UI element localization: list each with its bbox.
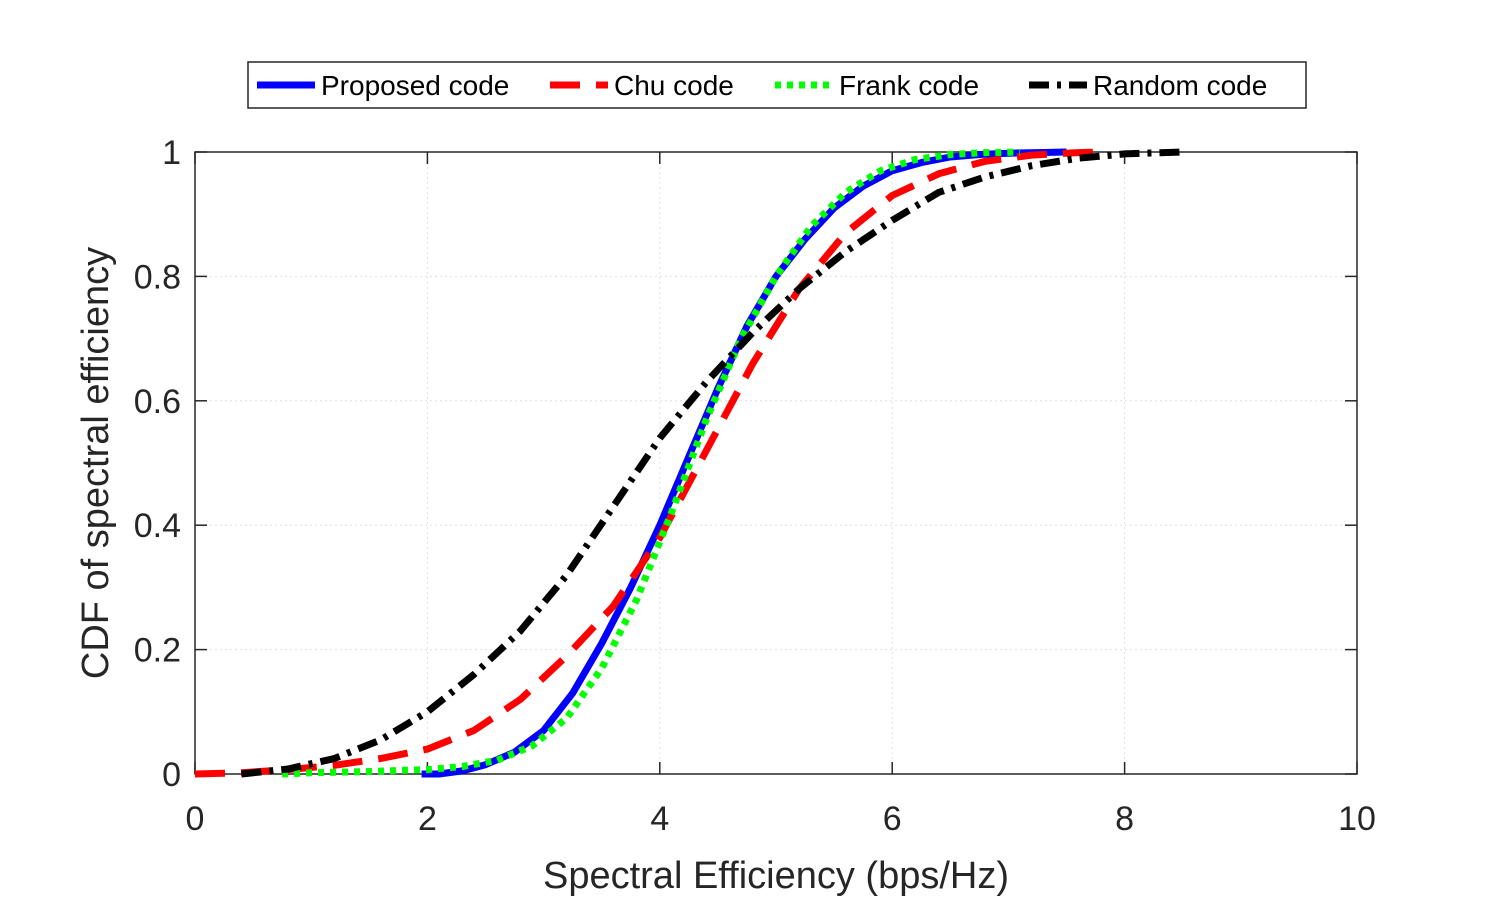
y-tick-label: 1 [162, 134, 181, 172]
y-axis-label: CDF of spectral efficiency [75, 247, 117, 679]
legend-label-0: Proposed code [321, 70, 509, 101]
x-tick-label: 0 [186, 800, 205, 838]
x-tick-label: 6 [883, 800, 902, 838]
x-axis-ticks: 0 2 4 6 8 10 [186, 152, 1376, 838]
series-lines [194, 148, 1183, 778]
y-tick-label: 0.4 [134, 507, 181, 545]
series-line-2 [281, 148, 1021, 778]
plot-area-frame [194, 151, 1358, 775]
x-tick-label: 2 [418, 800, 437, 838]
legend-label-2: Frank code [839, 70, 979, 101]
legend: Proposed code Chu code Frank code Random co… [247, 61, 1307, 109]
y-tick-label: 0.8 [134, 258, 181, 296]
series-line-3 [241, 148, 1183, 778]
legend-label-1: Chu code [614, 70, 734, 101]
grid [195, 152, 1357, 774]
y-tick-label: 0.2 [134, 632, 181, 670]
y-tick-label: 0.6 [134, 383, 181, 421]
x-axis-label: Spectral Efficiency (bps/Hz) [543, 855, 1009, 897]
y-axis-ticks: 0 0.2 0.4 0.6 0.8 1 [134, 134, 1357, 794]
x-tick-label: 8 [1115, 800, 1134, 838]
x-tick-label: 10 [1338, 800, 1376, 838]
x-tick-label: 4 [650, 800, 669, 838]
series-line-0 [421, 148, 1067, 778]
y-tick-label: 0 [162, 756, 181, 794]
legend-label-3: Random code [1093, 70, 1267, 101]
series-line-1 [194, 148, 1102, 778]
